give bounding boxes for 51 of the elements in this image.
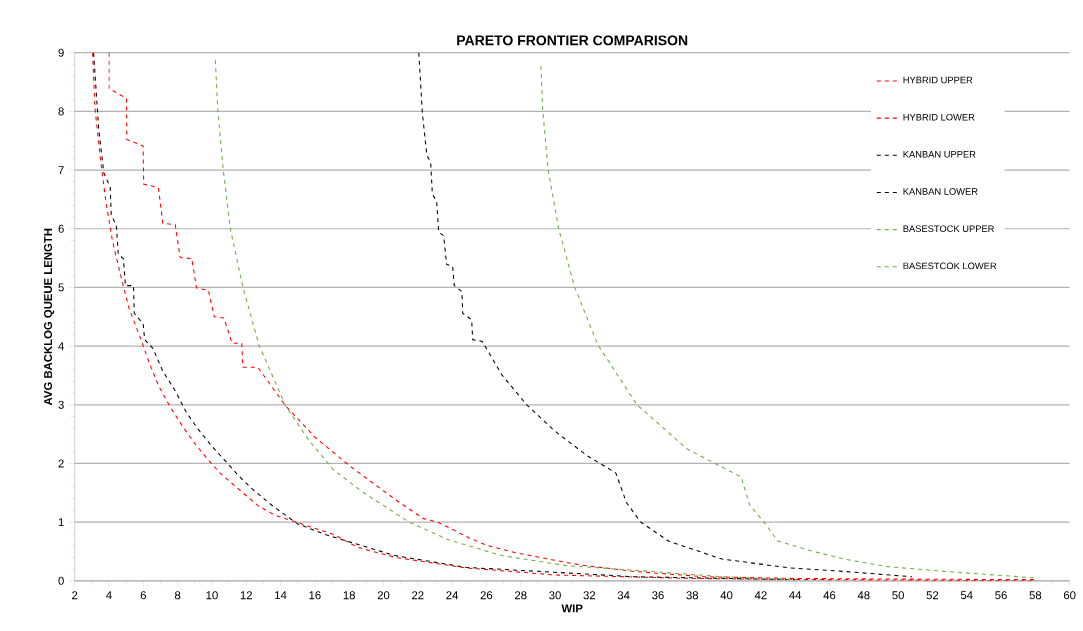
x-tick-label: 18 xyxy=(343,591,355,600)
x-tick-label: 58 xyxy=(1029,591,1042,600)
x-tick-label: 42 xyxy=(754,591,767,600)
y-axis-title: AVG BACKLOG QUEUE LENGTH xyxy=(44,228,55,406)
legend-label: HYBRID LOWER xyxy=(903,113,975,121)
legend-label: KANBAN UPPER xyxy=(903,151,976,158)
x-tick-label: 60 xyxy=(1063,591,1076,600)
x-tick-label: 22 xyxy=(412,591,424,600)
x-tick-label: 46 xyxy=(823,591,836,600)
x-tick-label: 28 xyxy=(514,591,527,600)
x-tick-label: 26 xyxy=(480,591,493,600)
x-tick-label: 4 xyxy=(106,591,112,600)
legend-label: HYBRID UPPER xyxy=(903,76,973,84)
x-tick-label: 38 xyxy=(686,591,699,600)
y-tick-label: 5 xyxy=(58,283,64,292)
x-tick-label: 36 xyxy=(652,591,664,600)
legend-label: BASESTOCK UPPER xyxy=(903,225,994,233)
x-tick-label: 24 xyxy=(446,591,459,600)
x-tick-label: 40 xyxy=(720,591,733,600)
legend-label: BASESTCOK LOWER xyxy=(903,262,997,270)
x-tick-label: 50 xyxy=(892,591,904,600)
y-tick-label: 6 xyxy=(58,224,64,233)
x-tick-label: 20 xyxy=(377,591,390,600)
y-tick-label: 7 xyxy=(58,166,64,175)
chart-title: PARETO FRONTIER COMPARISON xyxy=(457,35,688,46)
x-axis-title: WIP xyxy=(561,604,583,613)
x-tick-label: 54 xyxy=(960,591,973,600)
x-tick-label: 12 xyxy=(240,591,252,600)
x-tick-label: 48 xyxy=(857,591,870,600)
line-series xyxy=(540,65,1036,579)
x-tick-label: 8 xyxy=(174,591,181,600)
y-tick-label: 3 xyxy=(58,400,64,409)
y-tick-label: 8 xyxy=(58,107,64,116)
x-tick-label: 10 xyxy=(206,591,218,600)
x-tick-label: 2 xyxy=(72,591,78,600)
y-tick-label: 1 xyxy=(58,518,64,527)
y-tick-label: 4 xyxy=(58,342,64,351)
x-tick-label: 30 xyxy=(549,591,561,600)
legend-label: KANBAN LOWER xyxy=(903,188,978,195)
y-tick-label: 2 xyxy=(58,459,64,468)
x-tick-label: 16 xyxy=(309,591,321,600)
x-tick-label: 34 xyxy=(617,591,630,600)
x-tick-label: 6 xyxy=(140,591,146,600)
x-tick-label: 32 xyxy=(583,591,596,600)
x-tick-label: 56 xyxy=(995,591,1007,600)
line-series xyxy=(93,52,796,581)
x-tick-label: 44 xyxy=(789,591,802,600)
y-tick-label: 9 xyxy=(58,48,64,57)
x-tick-label: 52 xyxy=(926,591,939,600)
y-tick-label: 0 xyxy=(58,576,64,585)
x-tick-label: 14 xyxy=(275,591,287,600)
